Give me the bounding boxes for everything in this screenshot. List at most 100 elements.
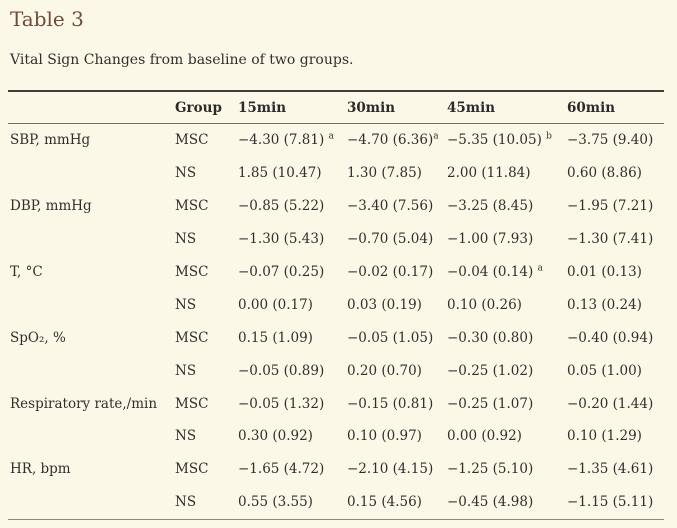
value-cell: 0.01 (0.13) xyxy=(567,256,664,289)
row-label xyxy=(8,354,175,387)
row-label xyxy=(8,420,175,453)
value-cell: −0.20 (1.44) xyxy=(567,387,664,420)
value-cell: 0.10 (0.26) xyxy=(447,288,567,321)
value-cell: −5.35 (10.05) b xyxy=(447,124,567,157)
value-cell: −0.02 (0.17) xyxy=(347,256,447,289)
table-row: DBP, mmHg MSC −0.85 (5.22) −3.40 (7.56) −3.2… xyxy=(8,190,664,223)
value-cell: −0.45 (4.98) xyxy=(447,486,567,519)
column-header: 30min xyxy=(347,91,447,124)
value-cell: −0.05 (1.32) xyxy=(238,387,347,420)
group-cell: NS xyxy=(175,165,197,182)
table-row: NS 1.85 (10.47) 1.30 (7.85) 2.00 (11.84) 0.6… xyxy=(8,157,664,190)
table-caption: Vital Sign Changes from baseline of two … xyxy=(10,52,354,68)
value-cell: 0.10 (0.97) xyxy=(347,420,447,453)
table-row: SpO₂, % MSC 0.15 (1.09) −0.05 (1.05) −0.30 (… xyxy=(8,321,664,354)
value-cell: 1.30 (7.85) xyxy=(347,157,447,190)
value-text: −0.40 (0.94) xyxy=(567,329,654,346)
value-text: −3.75 (9.40) xyxy=(567,132,654,149)
row-label xyxy=(8,486,175,519)
table-row: NS 0.00 (0.17) 0.03 (0.19) 0.10 (0.26) 0.13 … xyxy=(8,288,664,321)
value-cell: −0.05 (0.89) xyxy=(238,354,347,387)
group-cell: NS xyxy=(175,494,197,511)
value-cell: −1.25 (5.10) xyxy=(447,453,567,486)
value-cell: −0.05 (1.05) xyxy=(347,321,447,354)
value-cell: 0.13 (0.24) xyxy=(567,288,664,321)
value-cell: −0.85 (5.22) xyxy=(238,190,347,223)
value-cell: 1.85 (10.47) xyxy=(238,157,347,190)
row-label xyxy=(8,223,175,256)
value-cell: −0.25 (1.07) xyxy=(447,387,567,420)
table-number-title: Table 3 xyxy=(10,7,84,31)
group-cell: MSC xyxy=(175,329,209,346)
value-text: −0.05 (1.05) xyxy=(347,329,434,346)
value-cell: 0.30 (0.92) xyxy=(238,420,347,453)
group-cell: NS xyxy=(175,231,197,248)
value-text: −0.85 (5.22) xyxy=(238,198,325,215)
value-cell: −0.40 (0.94) xyxy=(567,321,664,354)
value-text: −1.15 (5.11) xyxy=(567,494,654,511)
value-text: 0.01 (0.13) xyxy=(567,264,642,280)
value-text: 0.20 (0.70) xyxy=(347,362,422,379)
value-text: −0.04 (0.14) xyxy=(447,264,538,280)
group-cell: MSC xyxy=(175,132,209,149)
value-text: 0.60 (8.86) xyxy=(567,165,642,182)
table-row: Respiratory rate,/min MSC −0.05 (1.32) −0.1… xyxy=(8,387,664,420)
value-cell: −3.75 (9.40) xyxy=(567,124,664,157)
value-cell: −0.70 (5.04) xyxy=(347,223,447,256)
value-text: −0.05 (0.89) xyxy=(238,362,325,379)
group-cell: MSC xyxy=(175,395,209,412)
value-cell: −3.25 (8.45) xyxy=(447,190,567,223)
value-text: 0.00 (0.92) xyxy=(447,428,522,445)
table-row: NS 0.30 (0.92) 0.10 (0.97) 0.00 (0.92) 0.10 … xyxy=(8,420,664,453)
group-cell: MSC xyxy=(175,198,209,215)
significance-marker: a xyxy=(537,263,543,274)
value-text: −1.25 (5.10) xyxy=(447,461,534,478)
value-text: −0.15 (0.81) xyxy=(347,395,434,412)
value-cell: 0.20 (0.70) xyxy=(347,354,447,387)
table-row: T, °C MSC −0.07 (0.25) −0.02 (0.17) −0.04 (0… xyxy=(8,256,664,289)
value-text: −0.30 (0.80) xyxy=(447,329,534,346)
vital-signs-table: Group 15min 30min 45min 60min SBP, mmHg MSC −4… xyxy=(8,90,664,520)
value-text: 0.55 (3.55) xyxy=(238,494,313,511)
value-text: −3.40 (7.56) xyxy=(347,198,434,215)
value-text: −4.30 (7.81) xyxy=(238,132,329,149)
table-header-row: Group 15min 30min 45min 60min xyxy=(8,91,664,124)
value-text: 0.00 (0.17) xyxy=(238,296,313,313)
value-cell: −1.00 (7.93) xyxy=(447,223,567,256)
group-cell: NS xyxy=(175,428,197,445)
table-row: SBP, mmHg MSC −4.30 (7.81) a −4.70 (6.36)a −… xyxy=(8,124,664,157)
value-text: −0.07 (0.25) xyxy=(238,264,325,280)
value-cell: −0.25 (1.02) xyxy=(447,354,567,387)
significance-marker: b xyxy=(546,131,552,142)
value-cell: 0.15 (1.09) xyxy=(238,321,347,354)
value-text: −1.30 (5.43) xyxy=(238,231,325,248)
value-text: −1.95 (7.21) xyxy=(567,198,654,215)
value-text: −2.10 (4.15) xyxy=(347,461,434,478)
row-label xyxy=(8,157,175,190)
value-text: 0.05 (1.00) xyxy=(567,362,642,379)
value-cell: −1.15 (5.11) xyxy=(567,486,664,519)
value-text: 0.15 (4.56) xyxy=(347,494,422,511)
value-text: −0.25 (1.02) xyxy=(447,362,534,379)
value-text: 1.30 (7.85) xyxy=(347,165,422,182)
column-header-empty xyxy=(8,91,175,124)
value-text: −1.30 (7.41) xyxy=(567,231,654,248)
value-cell: 2.00 (11.84) xyxy=(447,157,567,190)
value-cell: −1.30 (7.41) xyxy=(567,223,664,256)
value-text: 2.00 (11.84) xyxy=(447,165,531,182)
row-label: SpO₂, % xyxy=(10,329,66,346)
value-cell: −0.15 (0.81) xyxy=(347,387,447,420)
column-header: 60min xyxy=(567,91,664,124)
value-text: −0.02 (0.17) xyxy=(347,264,434,280)
value-cell: 0.05 (1.00) xyxy=(567,354,664,387)
row-label: DBP, mmHg xyxy=(10,198,92,215)
row-label: HR, bpm xyxy=(10,461,71,478)
value-text: −3.25 (8.45) xyxy=(447,198,534,215)
value-text: 0.10 (1.29) xyxy=(567,428,642,445)
column-header: 15min xyxy=(238,91,347,124)
value-cell: −1.35 (4.61) xyxy=(567,453,664,486)
table-row: NS −1.30 (5.43) −0.70 (5.04) −1.00 (7.93) −1… xyxy=(8,223,664,256)
table-row: NS 0.55 (3.55) 0.15 (4.56) −0.45 (4.98) −1.1… xyxy=(8,486,664,519)
value-cell: −2.10 (4.15) xyxy=(347,453,447,486)
value-text: 0.03 (0.19) xyxy=(347,296,422,313)
